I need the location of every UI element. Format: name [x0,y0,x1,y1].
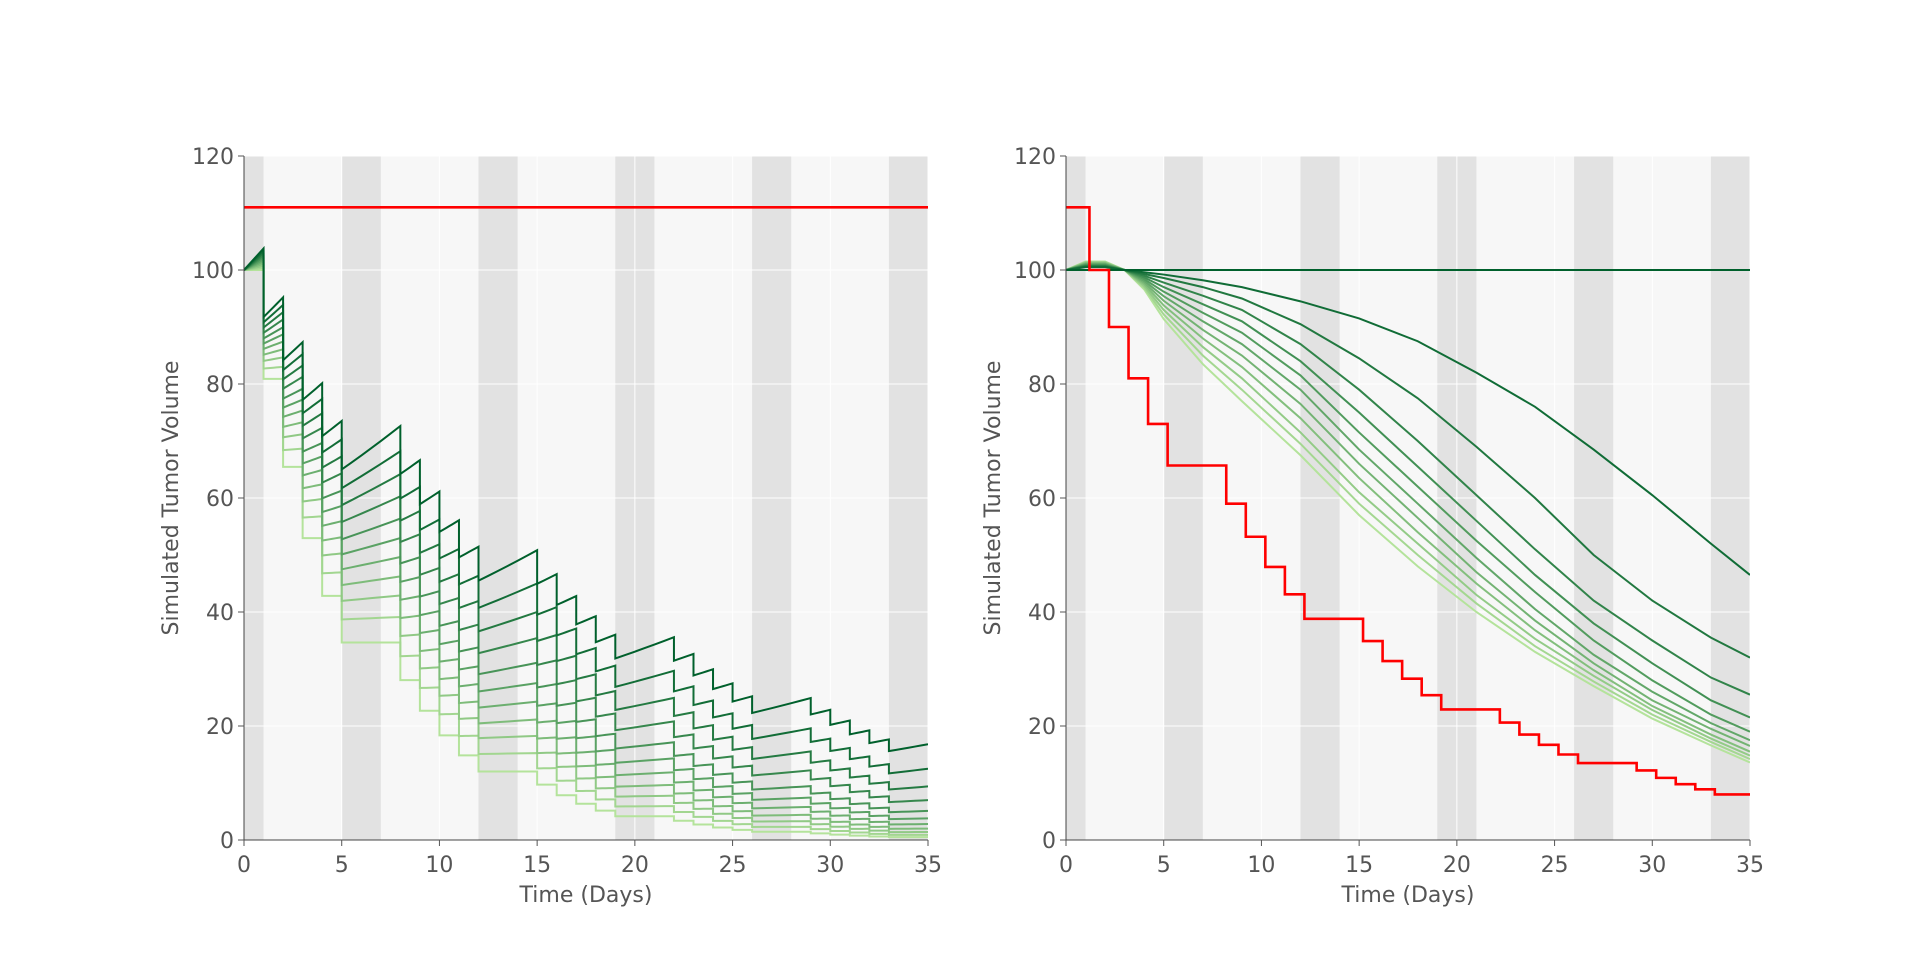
y-tick-label: 80 [1028,373,1056,398]
x-tick-label: 15 [523,853,551,878]
x-tick-label: 20 [621,853,649,878]
series-line [244,245,928,753]
x-tick-label: 35 [914,853,942,878]
reference-line [1066,206,1750,796]
y-tick-label: 40 [1028,601,1056,626]
x-tick-label: 5 [335,853,349,878]
y-tick-label: 120 [1014,145,1056,170]
y-tick-label: 20 [206,715,234,740]
y-tick-label: 60 [1028,487,1056,512]
y-tick-label: 60 [206,487,234,512]
right-chart-panel: 0 5 10 15 20 25 30 35 0 20 40 60 80 100 120 Time (Days)… [981,145,1764,908]
x-tick-label: 10 [425,853,453,878]
y-tick-label: 0 [1042,829,1056,854]
x-tick-label: 0 [1059,853,1073,878]
x-tick-label: 30 [1638,853,1666,878]
left-chart-panel: 0 5 10 15 20 25 30 35 0 20 40 60 80 100 120 Time (Days)… [159,145,942,908]
x-axis-label: Time (Days) [519,883,653,908]
x-tick-label: 20 [1443,853,1471,878]
x-tick-label: 30 [816,853,844,878]
x-tick-label: 15 [1345,853,1373,878]
y-tick-label: 100 [192,259,234,284]
y-tick-label: 20 [1028,715,1056,740]
y-tick-label: 40 [206,601,234,626]
x-tick-label: 5 [1157,853,1171,878]
y-tick-label: 100 [1014,259,1056,284]
y-tick-label: 0 [220,829,234,854]
y-axis-label: Simulated Tumor Volume [981,361,1006,636]
x-tick-label: 25 [719,853,747,878]
x-tick-label: 0 [237,853,251,878]
x-tick-label: 25 [1541,853,1569,878]
y-tick-label: 80 [206,373,234,398]
x-tick-label: 10 [1247,853,1275,878]
x-axis-label: Time (Days) [1341,883,1475,908]
x-tick-label: 35 [1736,853,1764,878]
y-tick-label: 120 [192,145,234,170]
y-axis-label: Simulated Tumor Volume [159,361,184,636]
